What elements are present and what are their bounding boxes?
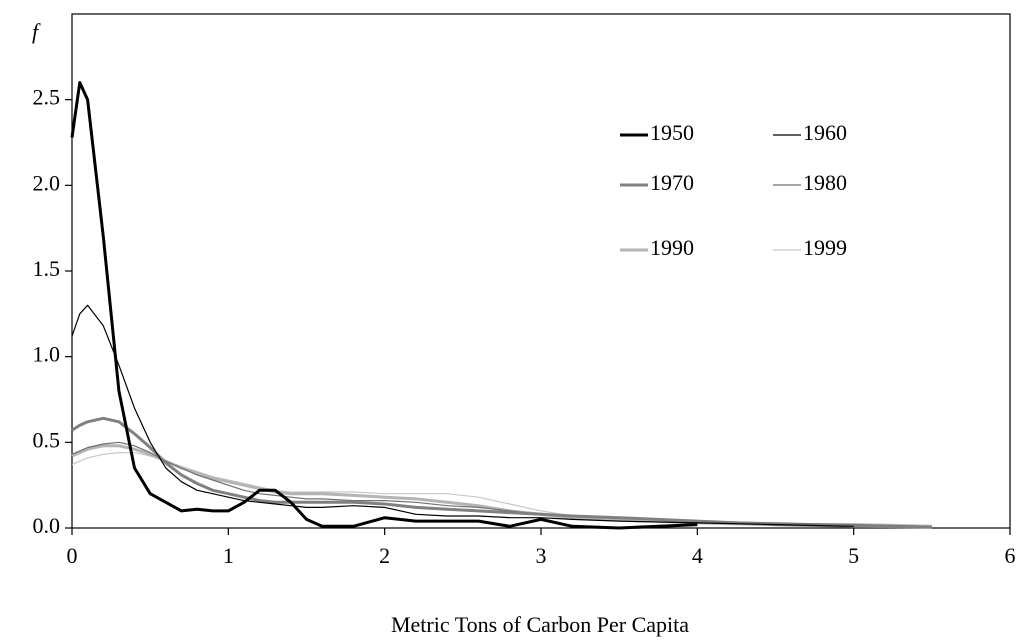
x-tick-label: 1 <box>223 543 234 568</box>
y-tick-label: 2.0 <box>33 170 61 195</box>
plot-frame <box>71 13 1011 529</box>
legend-label: 1990 <box>650 235 694 260</box>
legend-label: 1999 <box>803 235 847 260</box>
y-tick-label: 0.5 <box>33 427 61 452</box>
legend-label: 1970 <box>650 170 694 195</box>
legend-label: 1980 <box>803 170 847 195</box>
y-tick-label: 2.5 <box>33 85 61 110</box>
y-tick-label: 1.5 <box>33 256 61 281</box>
x-tick-label: 2 <box>379 543 390 568</box>
series-line <box>70 81 698 530</box>
series-line <box>71 452 932 527</box>
y-tick-label: 1.0 <box>33 342 61 367</box>
x-tick-label: 4 <box>692 543 703 568</box>
y-axis-label: f <box>32 19 41 44</box>
x-tick-label: 6 <box>1005 543 1016 568</box>
x-tick-label: 5 <box>848 543 859 568</box>
x-tick-label: 3 <box>536 543 547 568</box>
x-tick-label: 0 <box>67 543 78 568</box>
x-axis-label: Metric Tons of Carbon Per Capita <box>391 612 689 637</box>
series-line <box>71 444 932 528</box>
legend-label: 1960 <box>803 120 847 145</box>
y-tick-label: 0.0 <box>33 513 61 538</box>
legend-label: 1950 <box>650 120 694 145</box>
series-line <box>71 304 854 527</box>
